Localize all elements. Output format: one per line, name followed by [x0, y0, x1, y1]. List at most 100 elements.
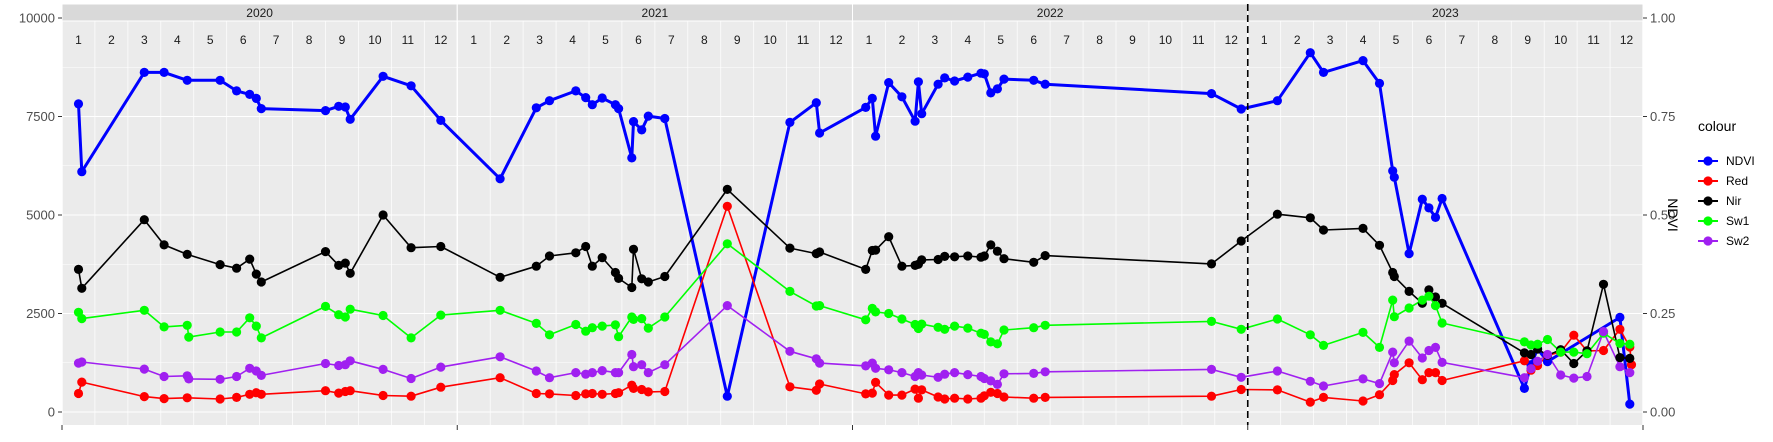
point-nir: [581, 241, 591, 252]
point-sw1: [1437, 318, 1447, 328]
point-red: [320, 386, 331, 396]
month-label: 9: [1129, 33, 1136, 47]
point-sw1: [1318, 340, 1329, 350]
point-ndvi: [913, 77, 924, 87]
point-nir: [1615, 353, 1625, 363]
month-label: 5: [997, 33, 1004, 47]
point-sw2: [1526, 364, 1536, 374]
point-red: [378, 390, 388, 401]
point-sw1: [232, 327, 242, 337]
month-label: 1: [470, 33, 477, 47]
point-sw1: [1569, 347, 1579, 357]
month-label: 11: [402, 33, 415, 47]
point-ndvi: [73, 99, 84, 109]
month-label: 10: [368, 33, 382, 47]
point-nir: [992, 246, 1003, 256]
point-sw2: [1358, 374, 1368, 384]
point-nir: [1040, 251, 1050, 261]
point-sw2: [1040, 367, 1050, 377]
point-ndvi: [950, 76, 960, 86]
point-sw2: [884, 365, 894, 375]
point-nir: [571, 248, 581, 258]
point-sw2: [1533, 356, 1543, 366]
point-ndvi: [1272, 96, 1282, 106]
point-ndvi: [345, 114, 355, 124]
point-sw1: [182, 320, 192, 330]
point-nir: [1374, 240, 1385, 250]
legend-key-point: [1703, 236, 1713, 246]
point-ndvi: [815, 128, 825, 138]
point-sw1: [785, 286, 795, 296]
point-sw2: [232, 371, 242, 382]
month-label: 7: [273, 33, 280, 47]
point-red: [436, 382, 446, 392]
point-nir: [614, 273, 624, 283]
point-sw2: [1542, 349, 1553, 360]
point-sw1: [940, 324, 950, 334]
point-sw2: [139, 364, 149, 374]
point-red: [256, 389, 266, 399]
point-ndvi: [1374, 78, 1385, 88]
point-ndvi: [637, 125, 647, 135]
y-right-tick-label: 0.75: [1650, 109, 1675, 124]
point-ndvi: [1424, 203, 1434, 213]
point-sw2: [897, 368, 907, 378]
point-sw1: [215, 327, 225, 337]
point-nir: [345, 268, 355, 278]
point-sw1: [722, 239, 732, 249]
point-red: [159, 394, 169, 404]
point-nir: [986, 240, 996, 250]
month-label: 7: [1459, 33, 1466, 47]
month-label: 11: [1587, 33, 1600, 47]
point-nir: [627, 282, 637, 293]
month-label: 12: [434, 33, 448, 47]
point-red: [1318, 392, 1329, 402]
point-ndvi: [256, 104, 266, 114]
point-sw1: [345, 304, 355, 314]
point-red: [1236, 384, 1246, 395]
point-sw2: [345, 356, 355, 366]
point-sw1: [159, 322, 169, 332]
point-red: [897, 390, 907, 400]
point-sw2: [614, 368, 624, 378]
point-ndvi: [811, 98, 821, 108]
point-red: [77, 377, 87, 387]
point-sw1: [597, 321, 607, 331]
point-red: [1424, 368, 1434, 378]
point-nir: [587, 261, 597, 271]
point-red: [1305, 397, 1315, 407]
point-sw2: [215, 374, 225, 384]
point-sw2: [1615, 362, 1625, 372]
point-ndvi: [940, 73, 950, 83]
point-red: [1615, 324, 1625, 334]
point-sw1: [815, 301, 825, 311]
point-sw2: [1437, 357, 1447, 367]
point-ndvi: [614, 104, 624, 114]
point-ndvi: [992, 84, 1003, 94]
month-label: 12: [1225, 33, 1239, 47]
point-sw1: [660, 312, 670, 322]
point-sw2: [597, 366, 607, 376]
point-sw2: [544, 373, 555, 383]
point-nir: [597, 253, 607, 263]
point-sw2: [256, 370, 266, 380]
point-red: [963, 394, 973, 404]
point-ndvi: [986, 88, 996, 98]
point-red: [587, 388, 597, 399]
point-ndvi: [1389, 172, 1399, 182]
point-sw2: [1305, 376, 1315, 386]
point-sw2: [1404, 336, 1414, 346]
point-sw1: [1029, 323, 1039, 333]
point-nir: [436, 241, 446, 252]
month-label: 4: [1360, 33, 1367, 47]
month-label: 2: [899, 33, 906, 47]
point-red: [1029, 393, 1039, 403]
point-red: [73, 388, 84, 399]
point-nir: [159, 240, 169, 250]
point-sw1: [1389, 312, 1399, 322]
year-label: 2022: [1037, 6, 1064, 20]
point-red: [722, 201, 732, 211]
point-ndvi: [139, 67, 149, 77]
point-sw1: [256, 333, 266, 343]
point-sw1: [1556, 347, 1566, 357]
